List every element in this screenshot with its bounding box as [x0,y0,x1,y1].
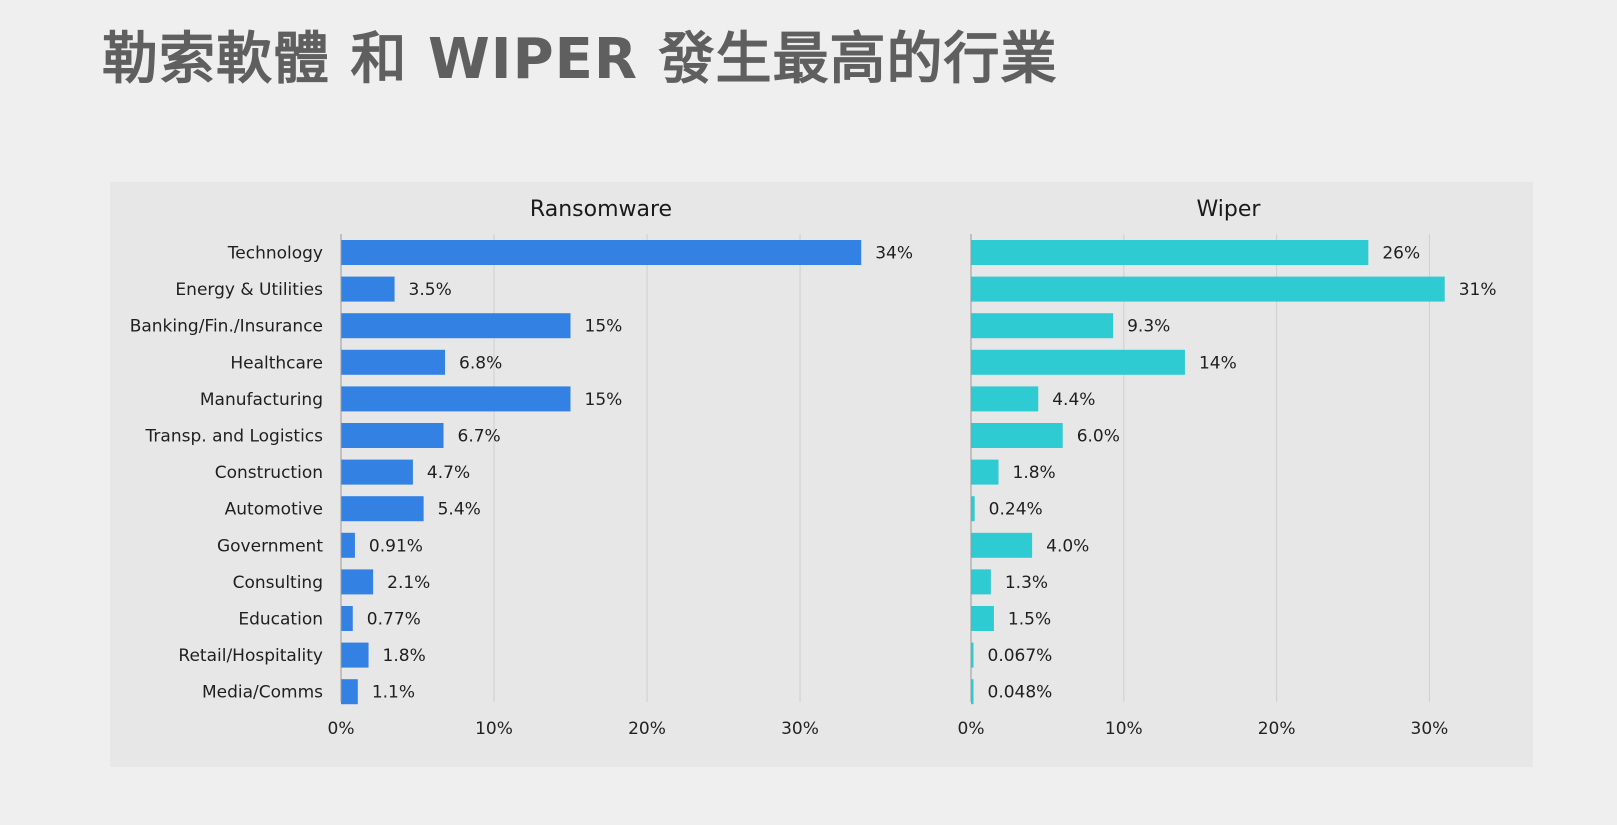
data-label: 2.1% [387,573,430,593]
data-label: 1.8% [383,646,426,666]
data-label: 6.8% [459,353,502,373]
data-label: 14% [1199,353,1237,373]
data-label: 1.1% [372,683,415,703]
data-label: 5.4% [438,500,481,520]
x-tick-label: 30% [1411,719,1449,739]
bar [341,679,358,705]
data-label: 1.3% [1005,573,1048,593]
bar [971,569,991,595]
x-tick-label: 10% [475,719,513,739]
x-tick-label: 20% [628,719,666,739]
data-label: 1.5% [1008,610,1051,630]
bar [341,642,369,668]
y-category-label: Automotive [225,500,323,520]
y-category-label: Retail/Hospitality [178,646,323,666]
y-category-label: Construction [215,463,323,483]
bar [341,276,395,302]
data-label: 15% [585,317,623,337]
bar [971,240,1369,265]
x-tick-label: 0% [958,719,985,739]
y-category-label: Energy & Utilities [175,280,323,300]
bar-charts: 0% 10% 20% 30% Ransomware 34% Technology 3.5% En… [130,197,1497,739]
bar [971,496,975,522]
y-category-label: Media/Comms [202,683,323,703]
bar [971,532,1033,558]
data-label: 0.048% [988,683,1053,703]
bar [341,240,862,265]
y-category-label: Government [217,536,323,556]
bar [341,606,353,631]
data-label: 3.5% [409,280,452,300]
data-label: 6.0% [1077,427,1120,447]
bar [971,276,1445,302]
x-tick-label: 30% [781,719,819,739]
data-label: 34% [875,244,913,264]
data-label: 0.24% [989,500,1043,520]
bar [341,569,374,595]
bar [971,423,1063,448]
y-category-label: Manufacturing [200,390,323,410]
bar [341,423,444,448]
data-label: 31% [1459,280,1497,300]
data-label: 26% [1382,244,1420,264]
chart-panel: 0% 10% 20% 30% Ransomware 34% Technology 3.5% En… [110,182,1533,767]
data-label: 4.0% [1046,536,1089,556]
data-label: 4.7% [427,463,470,483]
bar [341,349,446,375]
data-label: 0.77% [367,610,421,630]
data-label: 4.4% [1052,390,1095,410]
bar [341,313,571,339]
bar [341,496,424,522]
bar [341,386,571,412]
bar [971,386,1039,412]
y-category-label: Consulting [233,573,323,593]
bar [341,532,355,558]
y-category-label: Technology [227,244,323,264]
y-category-label: Banking/Fin./Insurance [130,317,323,337]
bar [971,642,974,668]
data-label: 1.8% [1013,463,1056,483]
x-tick-label: 10% [1105,719,1143,739]
y-category-label: Healthcare [230,353,323,373]
x-tick-label: 20% [1258,719,1296,739]
data-label: 9.3% [1127,317,1170,337]
page-title: 勒索軟體 和 WIPER 發生最高的行業 [102,27,1058,92]
bar [971,349,1185,375]
data-label: 15% [585,390,623,410]
chart-title: Ransomware [530,197,672,222]
bar [341,459,413,485]
bar [971,679,974,705]
bar [971,459,999,485]
data-label: 0.91% [369,536,423,556]
bar [971,313,1114,339]
x-tick-label: 0% [328,719,355,739]
data-label: 6.7% [458,427,501,447]
data-label: 0.067% [988,646,1053,666]
bar [971,606,994,631]
chart-title: Wiper [1197,197,1262,222]
y-category-label: Education [238,610,323,630]
y-category-label: Transp. and Logistics [145,427,324,447]
